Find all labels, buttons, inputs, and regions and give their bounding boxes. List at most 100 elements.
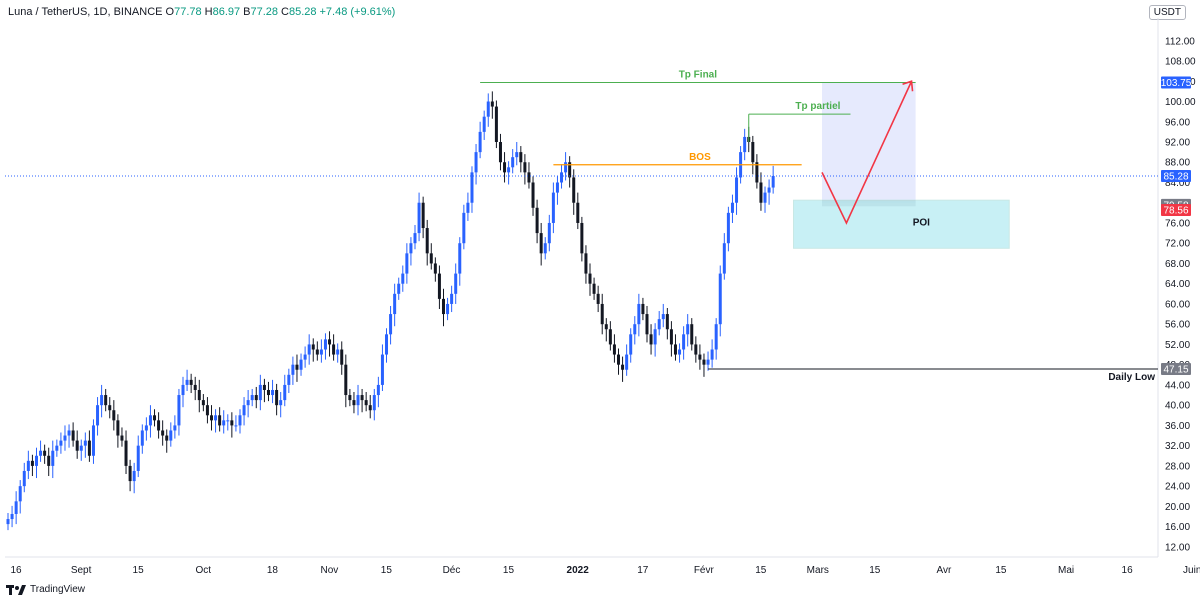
candle-body (104, 395, 108, 406)
candle-body (405, 253, 409, 274)
candle-body (450, 293, 454, 304)
tradingview-icon (6, 584, 26, 595)
price-tag (1161, 76, 1191, 89)
candle-body (470, 172, 474, 203)
candle-body (763, 192, 767, 203)
candle-body (279, 400, 283, 406)
candle-body (87, 440, 91, 456)
candle-body (75, 440, 79, 451)
candle-body (43, 450, 47, 456)
candle-body (730, 202, 734, 213)
ohlc-key: B (243, 6, 251, 18)
candle-body (266, 389, 270, 396)
candle-body (641, 303, 645, 315)
candle-body (157, 420, 161, 431)
candle-body (580, 222, 584, 254)
candle-body (629, 334, 633, 355)
candle-body (645, 314, 649, 335)
candle-body (694, 344, 698, 355)
candle-body (177, 395, 181, 426)
x-tick-label: Mai (1058, 565, 1074, 576)
candle-body (108, 405, 112, 411)
candle-body (543, 243, 547, 254)
candle-body (287, 374, 291, 385)
y-tick-label: 52.00 (1165, 340, 1190, 351)
tradingview-logo: TradingView (6, 584, 85, 595)
candle-body (547, 222, 551, 244)
ohlc-key: C (281, 6, 289, 18)
candle-body (201, 400, 205, 406)
y-tick-label: 20.00 (1165, 502, 1190, 513)
candle-body (755, 162, 759, 183)
candle-body (116, 420, 120, 436)
x-tick-label: Sept (71, 565, 92, 576)
y-tick-label: 40.00 (1165, 401, 1190, 412)
candle-body (360, 395, 364, 401)
projection-arrowhead (902, 80, 914, 92)
candle-body (140, 430, 144, 446)
candle-body (478, 131, 482, 153)
x-tick-label: 17 (637, 565, 649, 576)
candle-body (507, 167, 511, 173)
candle-body (67, 430, 71, 436)
projection-path (821, 80, 913, 225)
price-tag (1161, 204, 1191, 217)
y-tick-label: 92.00 (1165, 137, 1190, 148)
candle-body (633, 324, 637, 335)
candle-body (71, 430, 75, 441)
candle-body (413, 233, 417, 244)
candle-body (759, 182, 763, 203)
candle-body (307, 344, 311, 355)
candle-body (380, 354, 384, 385)
candle-body (238, 415, 242, 426)
candle-body (612, 344, 616, 355)
target-zone (822, 82, 916, 203)
candle-body (254, 395, 258, 401)
ohlc-value: 77.28 (250, 6, 278, 18)
candle-body (466, 202, 470, 213)
candle-body (446, 303, 450, 315)
candle-body (352, 400, 356, 406)
candle-body (230, 420, 234, 426)
symbol-title[interactable]: Luna / TetherUS, 1D, BINANCE (8, 6, 163, 18)
x-tick-label: 16 (10, 565, 22, 576)
x-tick-label: 15 (503, 565, 515, 576)
candle-body (262, 384, 266, 390)
price-tag-label: 47.15 (1163, 364, 1188, 375)
candle-body (682, 334, 686, 350)
candle-body (128, 465, 132, 482)
candle-body (486, 101, 490, 117)
x-tick-label: 16 (1122, 565, 1134, 576)
candle-body (686, 324, 690, 335)
x-tick-label: 2022 (567, 565, 590, 576)
candle-body (181, 384, 185, 396)
candle-body (193, 384, 197, 390)
y-tick-label: 88.00 (1165, 158, 1190, 169)
candle-body (409, 243, 413, 254)
candle-body (669, 329, 673, 345)
price-tag (1161, 170, 1191, 183)
candle-body (148, 415, 152, 426)
candle-body (100, 395, 104, 406)
candle-body (527, 172, 531, 183)
candle-body (673, 344, 677, 355)
chart-header: Luna / TetherUS, 1D, BINANCE O77.78 H86.9… (8, 6, 398, 18)
currency-button[interactable]: USDT (1148, 5, 1186, 20)
candle-body (519, 152, 523, 163)
candle-body (690, 324, 694, 345)
candle-body (295, 364, 299, 370)
candle-body (356, 395, 360, 406)
poi-zone (793, 199, 1010, 249)
candle-body (523, 162, 527, 173)
candle-body (283, 384, 287, 401)
y-tick-label: 64.00 (1165, 279, 1190, 290)
ohlc-key: H (204, 6, 213, 18)
candle-body (454, 273, 458, 294)
candle-body (494, 106, 498, 142)
candle-body (698, 354, 702, 360)
candle-body (665, 314, 669, 330)
candle-body (18, 486, 22, 502)
x-tick-label: Févr (694, 565, 715, 576)
price-tag-label: 78.56 (1163, 206, 1188, 217)
